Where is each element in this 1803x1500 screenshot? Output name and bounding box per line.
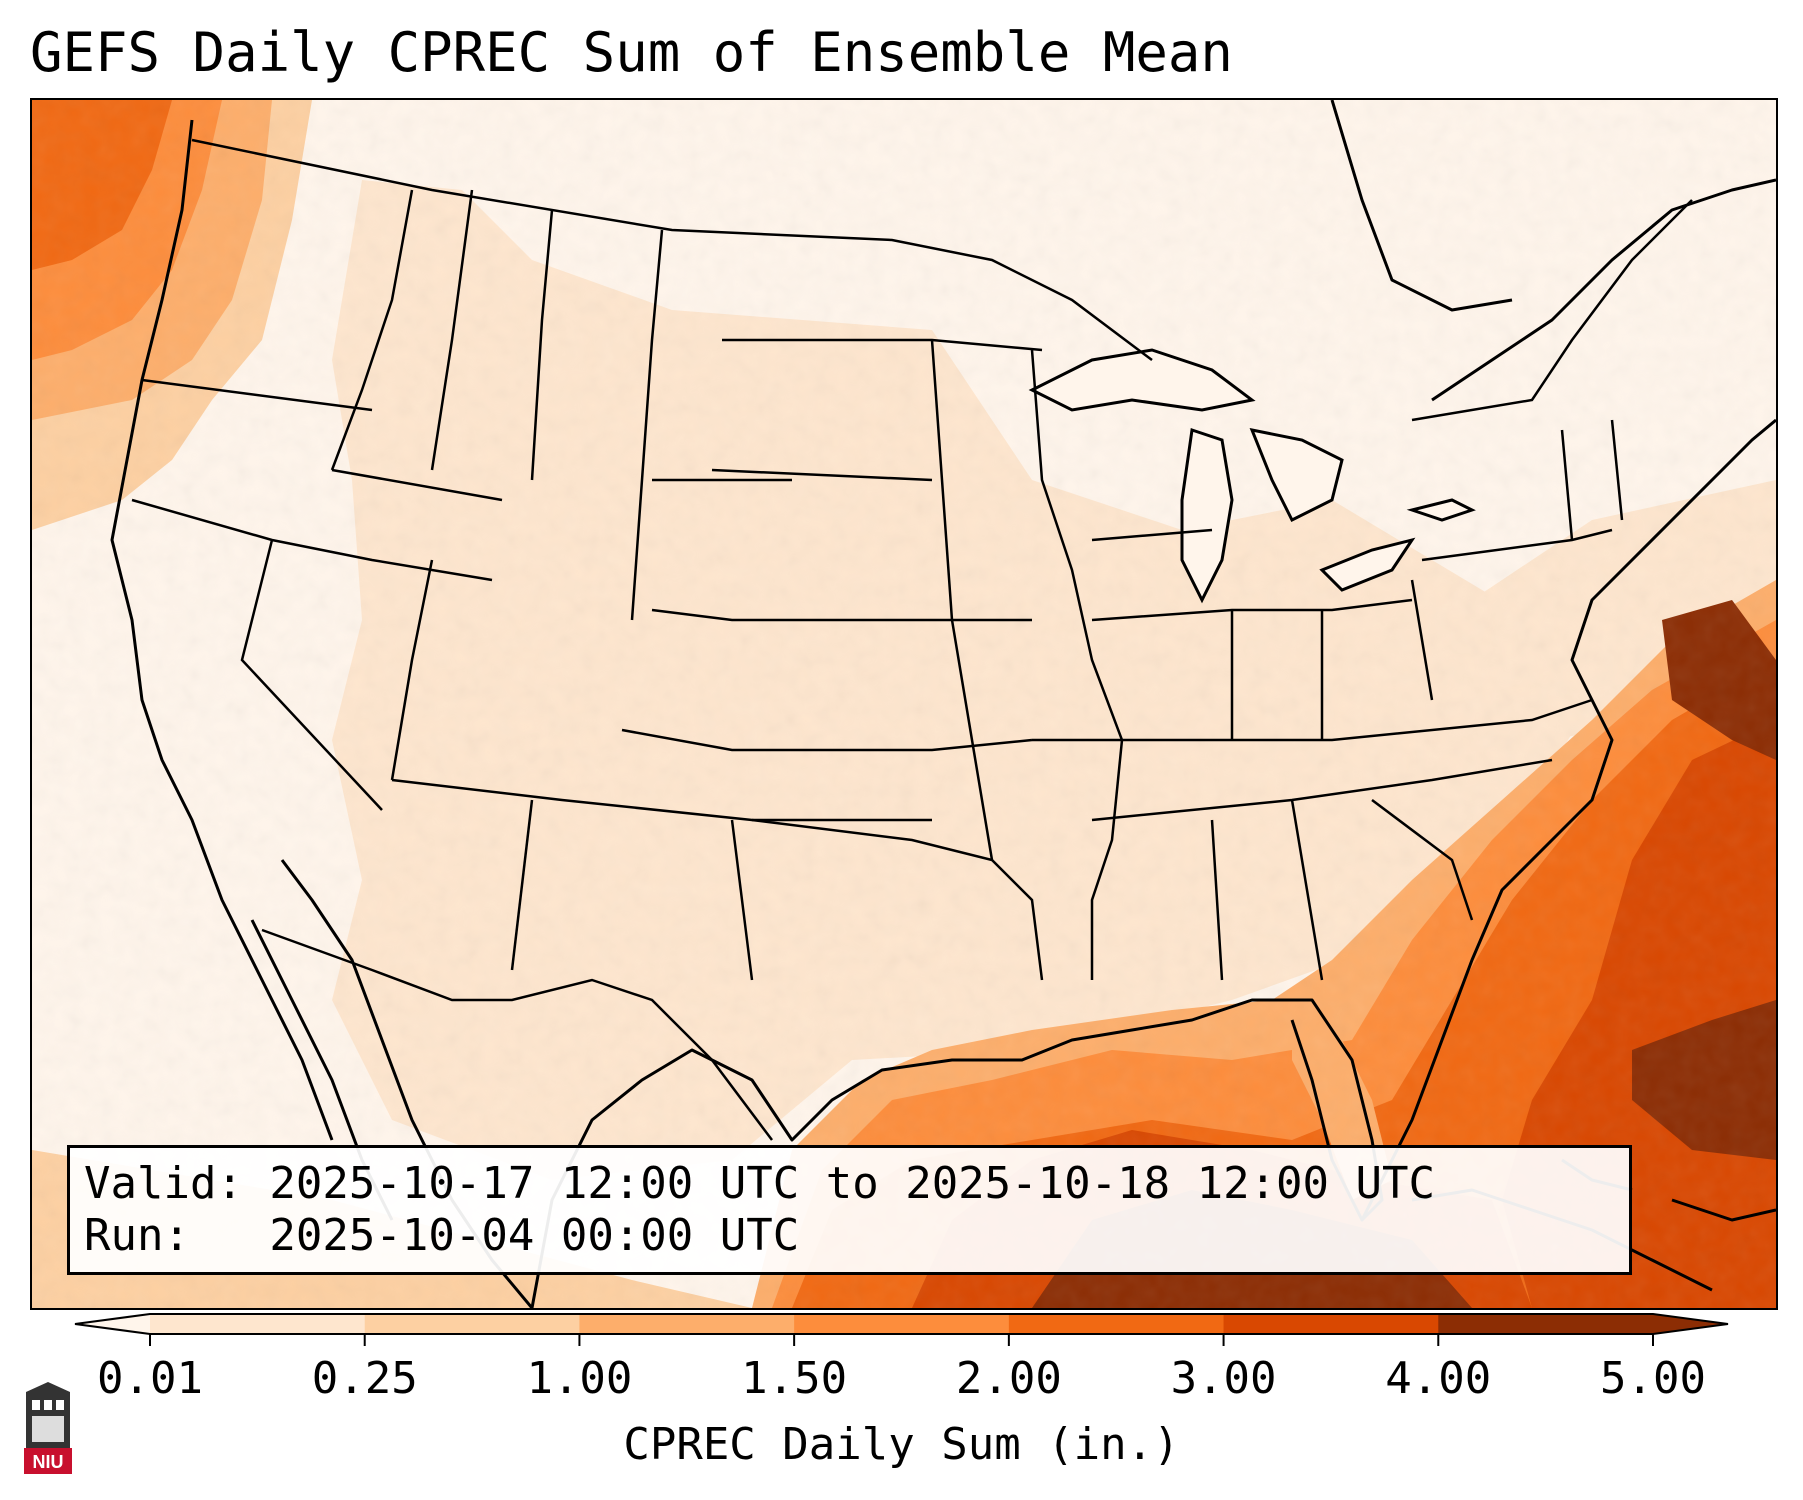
map-title: GEFS Daily CPREC Sum of Ensemble Mean — [30, 21, 1233, 84]
colorbar-segment — [794, 1314, 1010, 1334]
valid-time-text: Valid: 2025-10-17 12:00 UTC to 2025-10-1… — [84, 1158, 1436, 1209]
colorbar-tick-label: 3.00 — [1170, 1353, 1277, 1404]
niu-logo: NIU — [24, 1382, 72, 1474]
colorbar-tick-label: 0.25 — [311, 1353, 418, 1404]
valid-run-info-box: Valid: 2025-10-17 12:00 UTC to 2025-10-1… — [67, 1145, 1632, 1275]
colorbar-segment — [1223, 1314, 1439, 1334]
niu-logo-badge — [24, 1448, 72, 1474]
colorbar-segment — [579, 1314, 795, 1334]
colorbar-ticks — [149, 1334, 1654, 1346]
colorbar-extend-left — [75, 1314, 150, 1334]
colorbar-tick-label: 2.00 — [955, 1353, 1062, 1404]
colorbar-label: CPREC Daily Sum (in.) — [623, 1419, 1180, 1470]
great-lakes — [1028, 348, 1476, 604]
colorbar-segment — [1008, 1314, 1225, 1334]
niu-logo-text: NIU — [33, 1452, 64, 1472]
colorbar-segment — [364, 1314, 580, 1334]
colorbar-tick-label: 5.00 — [1600, 1353, 1706, 1404]
state-boundaries — [131, 138, 1693, 1141]
colorbar-extend-right — [1653, 1314, 1728, 1334]
precip-map — [32, 100, 1776, 1308]
colorbar-tick-label: 0.01 — [97, 1353, 203, 1404]
run-time-text: Run: 2025-10-04 00:00 UTC — [84, 1210, 800, 1261]
colorbar-tick-label: 1.00 — [526, 1353, 633, 1404]
colorbar-segments — [150, 1314, 1654, 1334]
colorbar-segment — [150, 1314, 366, 1334]
colorbar-tick-label: 1.50 — [741, 1353, 848, 1404]
colorbar-tick-label: 4.00 — [1385, 1353, 1492, 1404]
colorbar — [74, 1313, 1729, 1346]
colorbar-segment — [1438, 1314, 1654, 1334]
map-panel — [30, 98, 1778, 1310]
colorbar-tick-labels: 0.01 0.25 1.00 1.50 2.00 3.00 4.00 5.00 — [0, 1352, 1803, 1412]
